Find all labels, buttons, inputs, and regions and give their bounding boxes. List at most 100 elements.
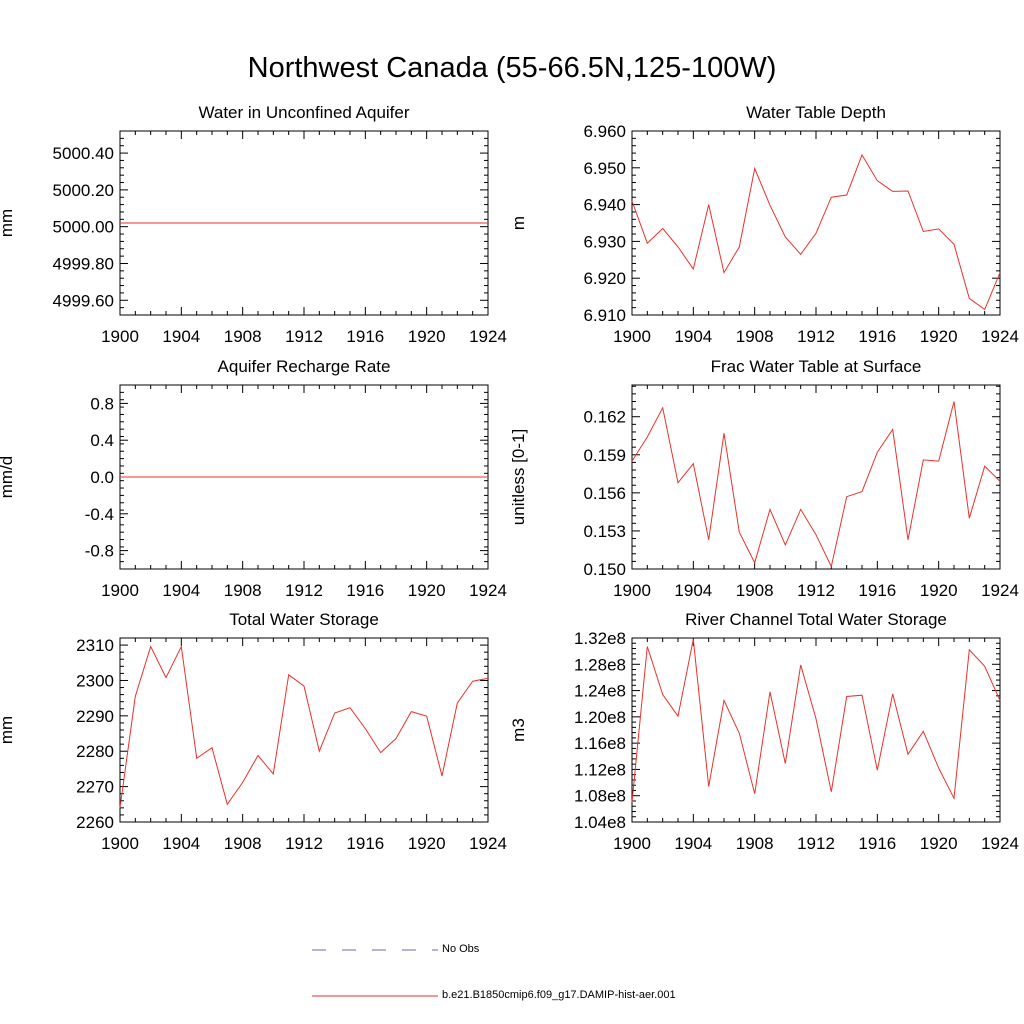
plot-frame — [631, 130, 1001, 316]
y-axis-label: unitless [0-1] — [509, 429, 528, 525]
x-tick-label: 1904 — [674, 834, 712, 853]
y-tick-label: 1.24e8 — [574, 682, 626, 701]
legend-label-no-obs: No Obs — [442, 943, 480, 955]
y-tick-label: 2310 — [76, 636, 114, 655]
chart-panel-6: 1900 1904 1908 1912 1916 1920 1924 1.04e8 1.08e8… — [509, 610, 1019, 853]
x-tick-label: 1908 — [736, 834, 774, 853]
x-tick-label: 1920 — [920, 327, 958, 346]
x-tick-label: 1924 — [469, 327, 507, 346]
y-tick-label: 0.8 — [90, 394, 114, 413]
y-tick-label: 4999.80 — [53, 254, 114, 273]
y-axis-label: m — [509, 216, 528, 230]
x-tick-label: 1900 — [613, 834, 651, 853]
x-tick-label: 1916 — [346, 581, 384, 600]
x-tick-label: 1920 — [408, 581, 446, 600]
y-tick-label: 6.960 — [583, 122, 626, 141]
x-tick-label: 1908 — [224, 834, 262, 853]
y-tick-label: 1.32e8 — [574, 629, 626, 648]
plot-frame — [631, 637, 1001, 823]
x-tick-label: 1916 — [858, 834, 896, 853]
y-tick-label: -0.4 — [85, 505, 114, 524]
panel-title: Frac Water Table at Surface — [711, 357, 922, 376]
y-tick-label: 2280 — [76, 742, 114, 761]
y-axis-label: mm — [0, 209, 16, 237]
chart-panel-4: 1900 1904 1908 1912 1916 1920 1924 0.150 0.153 0.… — [509, 357, 1019, 600]
y-tick-label: 2290 — [76, 707, 114, 726]
x-tick-label: 1912 — [797, 834, 835, 853]
y-tick-label: 4999.60 — [53, 291, 114, 310]
y-tick-label: 1.04e8 — [574, 813, 626, 832]
y-tick-label: 1.28e8 — [574, 655, 626, 674]
x-tick-label: 1916 — [858, 327, 896, 346]
series-line — [631, 401, 1001, 569]
x-tick-label: 1904 — [162, 327, 200, 346]
x-tick-label: 1912 — [285, 834, 323, 853]
y-tick-label: 0.150 — [583, 560, 626, 579]
panel-title: Water in Unconfined Aquifer — [198, 103, 409, 122]
x-tick-label: 1900 — [101, 327, 139, 346]
x-tick-label: 1908 — [736, 581, 774, 600]
chart-panel-5: 1900 1904 1908 1912 1916 1920 1924 2260 2270 2280… — [0, 610, 507, 853]
y-tick-label: 1.08e8 — [574, 787, 626, 806]
panel-title: Aquifer Recharge Rate — [218, 357, 391, 376]
y-tick-label: 5000.00 — [53, 218, 114, 237]
y-tick-label: 6.940 — [583, 196, 626, 215]
series-line — [119, 644, 489, 808]
plot-frame — [119, 637, 489, 823]
legend-item-no-obs: No Obs — [312, 940, 612, 960]
x-tick-label: 1920 — [920, 834, 958, 853]
x-tick-label: 1916 — [346, 327, 384, 346]
legend-item-model-run: b.e21.B1850cmip6.f09_g17.DAMIP-hist-aer.… — [312, 986, 732, 1006]
x-tick-label: 1900 — [613, 581, 651, 600]
chart-panel-1: 1900 1904 1908 1912 1916 1920 1924 4999.60 4999.… — [0, 103, 507, 346]
chart-panel-2: 1900 1904 1908 1912 1916 1920 1924 6.910 6.920 6.… — [509, 103, 1019, 346]
x-tick-label: 1924 — [469, 834, 507, 853]
y-tick-label: 6.930 — [583, 232, 626, 251]
x-tick-label: 1900 — [101, 834, 139, 853]
y-tick-label: 6.920 — [583, 269, 626, 288]
y-tick-label: 1.12e8 — [574, 760, 626, 779]
y-tick-label: 5000.40 — [53, 144, 114, 163]
x-tick-label: 1924 — [981, 327, 1019, 346]
y-tick-label: 2300 — [76, 671, 114, 690]
y-tick-label: 1.16e8 — [574, 734, 626, 753]
x-tick-label: 1900 — [101, 581, 139, 600]
y-tick-label: 1.20e8 — [574, 708, 626, 727]
y-tick-label: 5000.20 — [53, 181, 114, 200]
x-tick-label: 1920 — [920, 581, 958, 600]
x-tick-label: 1904 — [162, 834, 200, 853]
plot-frame — [631, 384, 1001, 570]
y-tick-label: 6.910 — [583, 306, 626, 325]
y-tick-label: 0.0 — [90, 468, 114, 487]
y-tick-label: 0.4 — [90, 431, 114, 450]
x-tick-label: 1924 — [981, 834, 1019, 853]
x-tick-label: 1908 — [736, 327, 774, 346]
x-tick-label: 1904 — [162, 581, 200, 600]
y-tick-label: 2270 — [76, 778, 114, 797]
x-tick-label: 1912 — [797, 581, 835, 600]
x-tick-label: 1920 — [408, 834, 446, 853]
x-tick-label: 1912 — [797, 327, 835, 346]
y-axis-label: mm/d — [0, 456, 16, 499]
x-tick-label: 1912 — [285, 327, 323, 346]
series-line — [631, 153, 1001, 311]
legend-swatch-dashed — [312, 949, 438, 951]
legend-swatch-solid — [312, 995, 438, 997]
panel-title: Water Table Depth — [746, 103, 886, 122]
panel-title: River Channel Total Water Storage — [685, 610, 947, 629]
x-tick-label: 1924 — [469, 581, 507, 600]
x-tick-label: 1904 — [674, 581, 712, 600]
y-tick-label: 2260 — [76, 813, 114, 832]
legend-label-model-run: b.e21.B1850cmip6.f09_g17.DAMIP-hist-aer.… — [442, 989, 676, 1001]
y-tick-label: 0.162 — [583, 408, 626, 427]
y-tick-label: 0.156 — [583, 484, 626, 503]
x-tick-label: 1916 — [858, 581, 896, 600]
figure-title: Northwest Canada (55-66.5N,125-100W) — [247, 52, 777, 84]
x-tick-label: 1924 — [981, 581, 1019, 600]
series-line — [631, 639, 1001, 803]
x-tick-label: 1904 — [674, 327, 712, 346]
y-axis-label: m3 — [509, 718, 528, 742]
x-tick-label: 1912 — [285, 581, 323, 600]
y-tick-label: 0.153 — [583, 522, 626, 541]
